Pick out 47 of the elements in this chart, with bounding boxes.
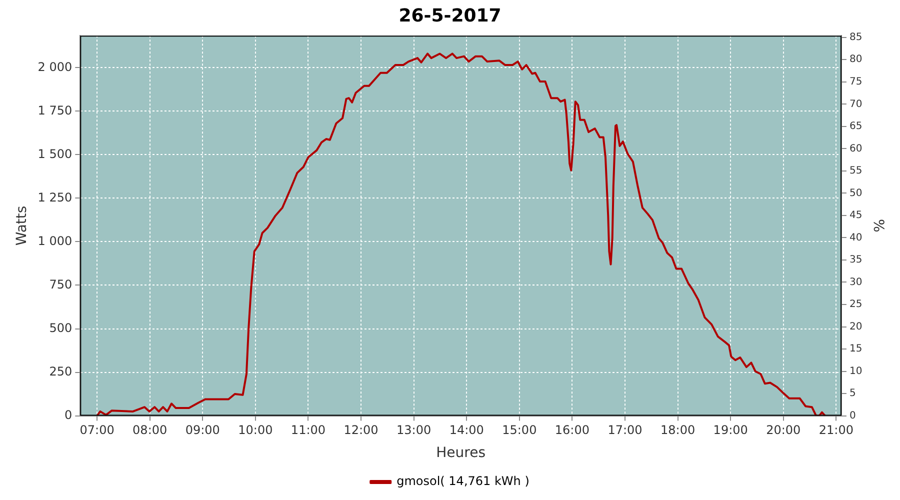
y2-tick-label: 15 [849,344,862,355]
y2-axis-title: % [870,219,886,232]
y-tick-label: 1 250 [38,190,72,204]
x-tick-label: 12:00 [344,423,378,438]
y-tick-label: 500 [49,320,72,335]
y2-tick-label: 0 [849,410,856,422]
x-tick-label: 17:00 [608,423,642,438]
x-tick-label: 07:00 [80,423,114,438]
y-tick-label: 750 [49,277,72,292]
chart-title: 26-5-2017 [398,5,502,26]
x-tick-label: 14:00 [449,423,484,438]
y-tick-label: 0 [64,408,72,422]
x-axis-title: Heures [436,445,486,462]
y-tick-label: 1 750 [38,103,72,118]
y2-tick-label: 45 [849,210,862,222]
x-tick-label: 21:00 [818,423,854,438]
y2-tick-label: 80 [849,54,862,66]
x-tick-label: 08:00 [132,423,168,438]
y-tick-label: 2 000 [38,60,72,74]
y-tick-label: 1 000 [38,234,72,248]
legend-label: gmosol( 14,761 kWh ) [396,474,530,488]
y2-tick-label: 30 [849,276,862,288]
y-tick-label: 1 500 [38,146,72,161]
x-tick-label: 09:00 [185,423,220,438]
y2-tick-label: 20 [849,321,862,332]
y2-tick-label: 65 [849,121,862,132]
x-tick-label: 20:00 [766,423,801,438]
y2-tick-label: 40 [849,232,862,244]
x-tick-label: 13:00 [396,423,432,438]
x-tick-label: 18:00 [660,423,696,438]
y2-tick-label: 75 [849,76,862,88]
x-tick-label: 15:00 [502,423,537,438]
x-tick-label: 16:00 [554,423,590,438]
y2-tick-label: 55 [849,166,862,177]
y2-tick-label: 25 [849,299,862,310]
y2-tick-label: 50 [849,188,862,199]
y2-tick-label: 60 [849,143,862,154]
y2-tick-label: 70 [849,98,862,110]
y2-tick-label: 10 [849,366,862,377]
x-tick-label: 11:00 [290,423,326,438]
x-tick-label: 19:00 [713,423,748,438]
y2-tick-label: 85 [849,32,862,43]
y2-tick-label: 35 [849,254,862,266]
y2-tick-label: 5 [849,388,856,400]
x-tick-label: 10:00 [238,423,273,438]
y-axis-title: Watts [14,206,30,246]
y-tick-label: 250 [49,364,72,378]
